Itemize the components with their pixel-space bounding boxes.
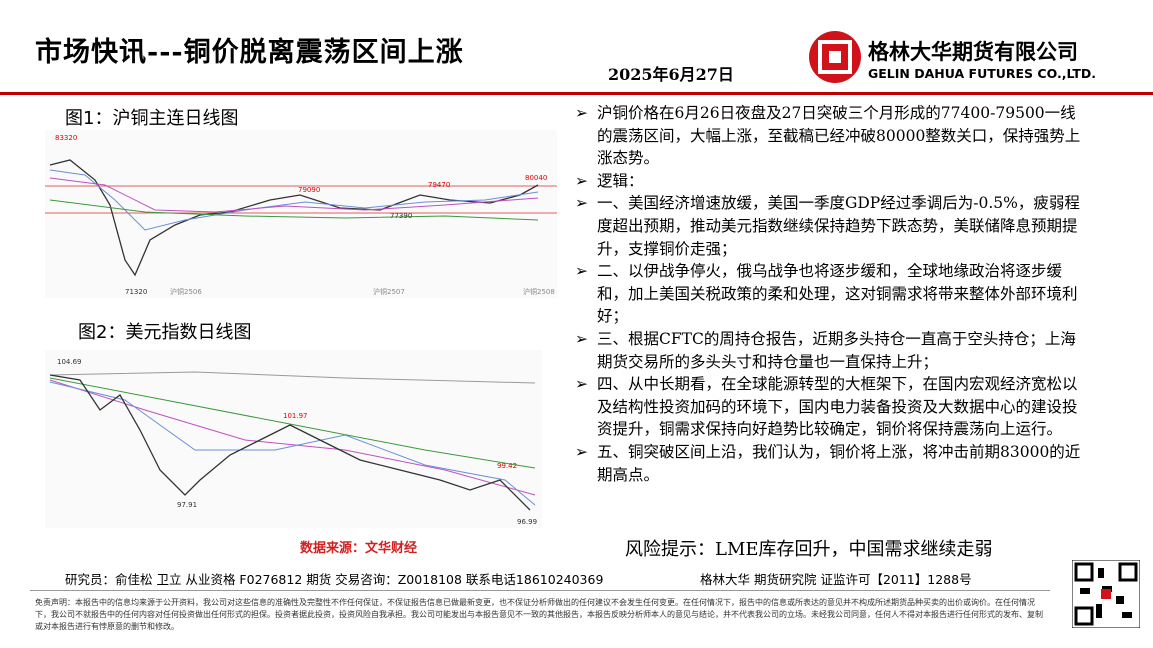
axis-label: 沪铜2508 [523,287,555,296]
institute: 格林大华 期货研究院 证监许可【2011】1288号 [700,572,972,587]
bullet: 五、铜突破区间上沿，我们认为，铜价将上涨，将冲击前期83000的近期高点。 [575,441,1085,486]
footer-rule [30,590,1050,591]
chart-label: 104.69 [57,358,82,366]
bullet: 四、从中长期看，在全球能源转型的大框架下，在国内宏观经济宽松以及结构性投资加码的… [575,373,1085,441]
axis-label: 沪铜2507 [373,287,405,296]
chart-label: 80040 [525,174,547,182]
bullet: 二、以伊战争停火，俄乌战争也将逐步缓和，全球地缘政治将逐步缓和，加上美国关税政策… [575,260,1085,328]
chart-label: 77390 [390,212,412,220]
researchers: 研究员：俞佳松 卫立 从业资格 F0276812 期货 交易咨询：Z001810… [65,572,604,587]
title: 市场快讯---铜价脱离震荡区间上涨 [35,37,464,68]
chart-label: 97.91 [177,501,197,509]
chart-label: 79470 [428,181,450,189]
chart-label: 83320 [55,134,77,142]
axis-label: 沪铜2506 [170,287,202,296]
bullet: 逻辑： [575,170,1085,193]
bullet: 沪铜价格在6月26日夜盘及27日突破三个月形成的77400-79500一线的震荡… [575,102,1085,170]
risk-note: 风险提示：LME库存回升，中国需求继续走弱 [625,539,993,560]
qr-code [1072,560,1140,628]
chart-label: 79090 [298,186,320,194]
bullet: 一、美国经济增速放缓，美国一季度GDP经过季调后为-0.5%，疲弱程度超出预期，… [575,192,1085,260]
bullet-list: 沪铜价格在6月26日夜盘及27日突破三个月形成的77400-79500一线的震荡… [575,102,1085,486]
figure-caption: 图2：美元指数日线图 [78,322,252,343]
chart-image: 83320 80040 79090 79470 77390 71320 沪铜25… [45,130,557,298]
chart-label: 101.97 [283,412,308,420]
figure-caption: 图1：沪铜主连日线图 [65,108,239,129]
date: 2025年6月27日 [608,65,734,84]
disclaimer: 免责声明：本报告中的信息均来源于公开资料，我公司对这些信息的准确性及完整性不作任… [35,598,1043,631]
bullet: 三、根据CFTC的周持仓报告，近期多头持仓一直高于空头持仓；上海期货交易所的多头… [575,328,1085,373]
company-en: GELIN DAHUA FUTURES CO.,LTD. [868,66,1096,81]
logo [809,31,861,83]
header-rule [0,92,1153,95]
company-cn: 格林大华期货有限公司 [868,40,1078,64]
chart-image: 104.69 101.97 99.42 97.91 96.99 [45,350,542,528]
source: 数据来源：文华财经 [300,541,418,556]
chart-label: 99.42 [497,462,517,470]
chart-label: 96.99 [517,518,537,526]
chart-label: 71320 [125,288,147,296]
